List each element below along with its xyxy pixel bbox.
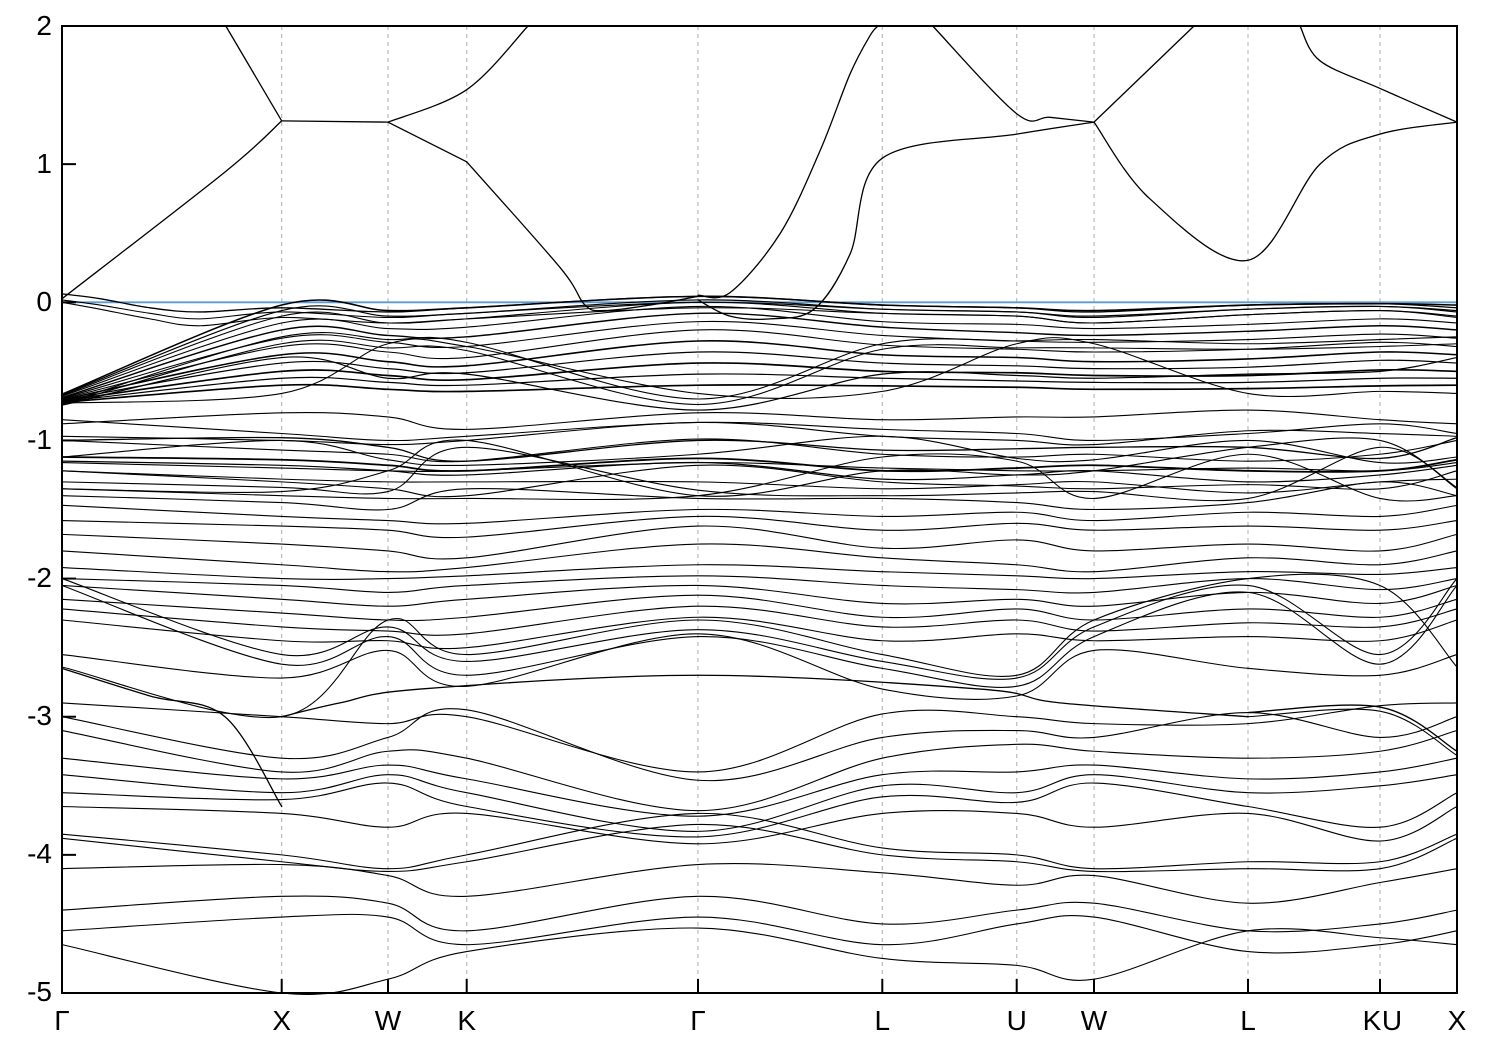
svg-text:W: W <box>375 1005 402 1036</box>
svg-text:L: L <box>1240 1005 1256 1036</box>
svg-text:X: X <box>1448 1005 1467 1036</box>
svg-text:2: 2 <box>36 10 52 41</box>
svg-text:K: K <box>457 1005 476 1036</box>
svg-text:1: 1 <box>36 148 52 179</box>
svg-text:X: X <box>272 1005 291 1036</box>
svg-text:-1: -1 <box>27 424 52 455</box>
svg-text:-3: -3 <box>27 700 52 731</box>
svg-text:K: K <box>1363 1005 1382 1036</box>
svg-text:-2: -2 <box>27 562 52 593</box>
svg-text:Γ: Γ <box>54 1005 69 1036</box>
svg-text:-4: -4 <box>27 838 52 869</box>
svg-text:L: L <box>875 1005 891 1036</box>
svg-text:W: W <box>1081 1005 1108 1036</box>
svg-text:Γ: Γ <box>690 1005 705 1036</box>
svg-text:U: U <box>1382 1005 1402 1036</box>
svg-text:-5: -5 <box>27 976 52 1007</box>
svg-text:0: 0 <box>36 286 52 317</box>
svg-text:U: U <box>1007 1005 1027 1036</box>
